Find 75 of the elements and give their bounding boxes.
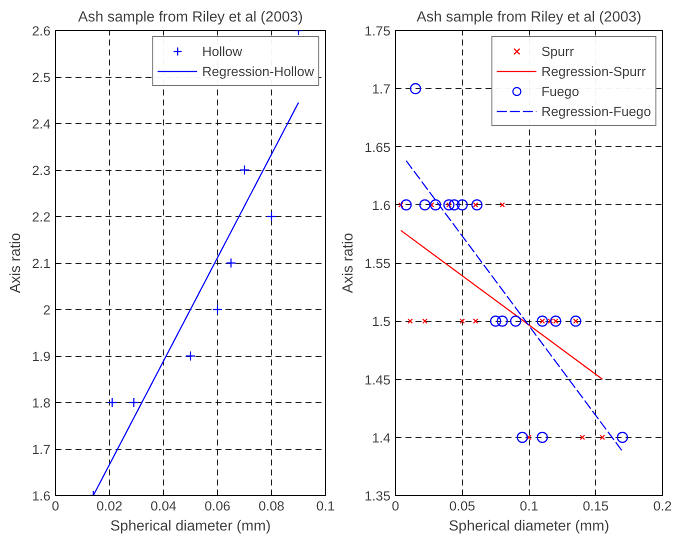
y-tick-label: 1.6 <box>32 488 51 504</box>
point <box>600 434 606 440</box>
y-tick-label: 1.45 <box>364 372 391 388</box>
point <box>407 318 413 324</box>
x-tick-label: 0 <box>392 498 400 514</box>
x-tick-label: 0.1 <box>316 498 335 514</box>
y-tick-label: 1.9 <box>32 349 51 364</box>
x-axis-title: Spherical diameter (mm) <box>448 518 610 534</box>
point <box>471 199 483 210</box>
y-tick-label: 2.3 <box>32 163 51 178</box>
y-tick-label: 2.5 <box>32 70 51 85</box>
y-tick-label: 1.4 <box>372 430 392 446</box>
x-axis-title: Spherical diameter (mm) <box>110 518 271 534</box>
x-tick-label: 0 <box>52 498 60 514</box>
point <box>419 199 430 210</box>
y-tick-label: 1.35 <box>364 488 391 504</box>
y-tick-label: 1.6 <box>372 198 391 213</box>
chart-title: Ash sample from Riley et al (2003) <box>78 10 303 26</box>
y-tick-label: 2 <box>43 302 51 318</box>
y-tick-label: 2.6 <box>32 24 51 38</box>
legend-label: Regression-Fuego <box>541 103 651 119</box>
y-tick-label: 1.7 <box>372 82 391 97</box>
x-tick-label: 0.1 <box>520 498 538 514</box>
point <box>616 432 628 443</box>
point <box>400 199 412 210</box>
x-tick-label: 0.05 <box>449 498 476 514</box>
legend-label: Fuego <box>541 83 580 99</box>
y-tick-label: 1.7 <box>32 442 51 457</box>
point <box>443 199 454 210</box>
x-tick-label: 0.04 <box>150 498 178 514</box>
point <box>430 199 442 210</box>
point <box>266 211 277 222</box>
point <box>510 316 522 327</box>
legend-label: Spurr <box>541 43 574 59</box>
point <box>500 202 506 208</box>
point <box>185 350 196 362</box>
y-axis-title: Axis ratio <box>340 232 357 294</box>
y-tick-label: 1.55 <box>364 256 391 271</box>
y-tick-label: 2.2 <box>32 210 51 224</box>
legend-label: Hollow <box>202 43 242 59</box>
point <box>456 199 468 210</box>
point <box>490 316 502 327</box>
point <box>410 83 422 94</box>
point <box>239 164 250 176</box>
point <box>472 318 478 324</box>
x-tick-label: 0.06 <box>204 498 230 514</box>
point <box>580 434 586 440</box>
point <box>550 316 562 327</box>
legend-label: Regression-Spurr <box>541 63 646 79</box>
point <box>398 202 404 208</box>
y-tick-label: 1.5 <box>372 314 391 330</box>
x-tick-label: 0.15 <box>582 498 609 514</box>
legend-label: Regression-Hollow <box>202 63 314 79</box>
x-tick-label: 0.08 <box>258 498 284 514</box>
point <box>570 316 582 327</box>
point <box>536 432 548 443</box>
y-tick-label: 2.1 <box>32 256 51 271</box>
point <box>422 318 428 324</box>
y-tick-label: 2.4 <box>32 116 52 132</box>
y-tick-label: 1.65 <box>364 140 391 155</box>
point <box>516 432 528 443</box>
point <box>107 397 118 408</box>
point <box>496 316 508 327</box>
point <box>212 304 223 315</box>
point <box>128 397 139 408</box>
y-tick-label: 1.8 <box>32 396 51 410</box>
x-tick-label: 0.02 <box>96 498 122 514</box>
y-tick-label: 1.75 <box>364 24 391 38</box>
point <box>536 316 548 327</box>
x-tick-label: 0.2 <box>653 498 672 514</box>
point <box>448 199 460 210</box>
chart-title: Ash sample from Riley et al (2003) <box>416 10 642 26</box>
point <box>226 258 236 268</box>
point <box>460 318 465 324</box>
y-axis-title: Axis ratio <box>8 232 24 294</box>
